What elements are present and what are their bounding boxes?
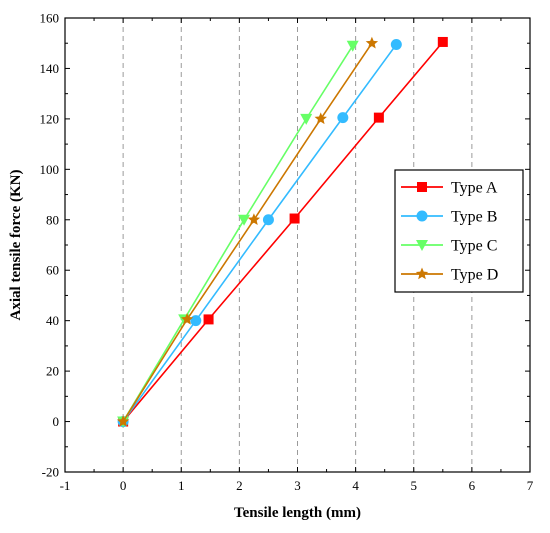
legend-marker — [415, 267, 429, 280]
data-point — [390, 38, 402, 50]
x-tick-label: 0 — [120, 478, 127, 493]
data-point — [180, 312, 194, 325]
y-tick-label: 0 — [53, 414, 60, 429]
x-tick-label: 2 — [236, 478, 243, 493]
data-point — [437, 36, 448, 47]
x-tick-label: 7 — [527, 478, 534, 493]
data-point — [300, 113, 313, 125]
x-tick-label: 1 — [178, 478, 185, 493]
legend-item: Type B — [401, 209, 497, 226]
y-tick-label: 20 — [46, 364, 59, 379]
series-line — [122, 42, 373, 422]
legend-label: Type A — [451, 180, 498, 197]
x-tick-label: 5 — [411, 478, 418, 493]
y-tick-label: 160 — [40, 11, 60, 26]
x-tick-label: 6 — [469, 478, 476, 493]
y-tick-label: 40 — [46, 313, 59, 328]
series-type-b — [117, 38, 402, 428]
x-axis-title: Tensile length (mm) — [234, 505, 361, 521]
data-point — [262, 214, 274, 226]
data-point — [238, 214, 251, 226]
legend-item: Type D — [401, 267, 498, 284]
legend: Type A Type B Type C Type D — [394, 169, 524, 293]
y-axis-title: Axial tensile force (KN) — [8, 170, 24, 321]
legend-marker — [416, 210, 428, 222]
legend-label: Type B — [451, 209, 497, 226]
data-point — [190, 315, 202, 327]
series-type-d — [116, 36, 379, 427]
data-point — [373, 112, 384, 123]
legend-label: Type C — [451, 238, 497, 255]
y-tick-label: 100 — [40, 162, 60, 177]
axes-layer: -1 0 1 2 3 4 5 6 7 -20 0 20 40 60 80 100 120 140 160 — [40, 11, 534, 494]
legend-item: Type C — [401, 238, 497, 255]
y-tick-label: 60 — [46, 263, 59, 278]
data-point — [314, 112, 327, 125]
legend-marker — [416, 240, 428, 251]
x-tick-label: 4 — [352, 478, 359, 493]
data-point — [203, 314, 214, 325]
legend-item: Type A — [401, 180, 498, 197]
data-point — [365, 36, 379, 49]
data-point — [346, 40, 359, 52]
data-point — [116, 415, 130, 427]
legend-box — [394, 169, 524, 293]
data-point — [247, 213, 261, 226]
legend-label: Type D — [451, 267, 498, 284]
y-tick-label: 80 — [46, 212, 59, 227]
x-tick-label: -1 — [60, 478, 71, 493]
legend-marker — [417, 182, 427, 192]
data-point — [289, 213, 300, 224]
y-tick-label: -20 — [42, 465, 59, 480]
y-tick-label: 140 — [40, 61, 60, 76]
series-layer — [116, 36, 448, 428]
y-tick-label: 120 — [40, 111, 60, 126]
series-type-c — [117, 40, 359, 428]
data-point — [337, 112, 349, 124]
x-tick-label: 3 — [294, 478, 301, 493]
